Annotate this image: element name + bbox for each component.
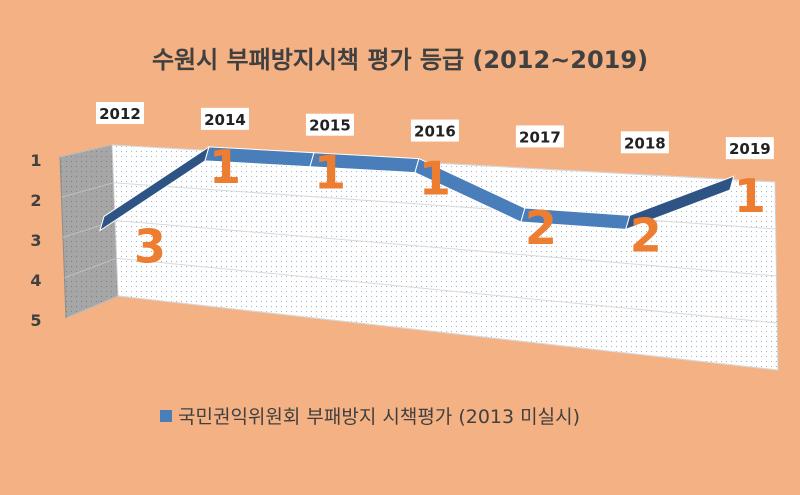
- category-label-box: [305, 113, 354, 136]
- category-label: 2018: [624, 134, 666, 152]
- category-label: 2014: [204, 111, 246, 129]
- data-label: 1: [419, 152, 451, 206]
- y-tick-label: 5: [30, 311, 41, 330]
- legend: 국민권익위원회 부패방지 시책평가 (2013 미실시): [160, 402, 580, 429]
- y-tick-label: 1: [30, 151, 41, 170]
- side-gridline: [65, 295, 119, 319]
- category-label-box: [725, 137, 774, 160]
- gridline: [113, 182, 776, 230]
- y-tick-label: 2: [30, 191, 41, 210]
- data-label: 1: [209, 140, 241, 194]
- gridline: [114, 220, 777, 277]
- legend-swatch: [160, 409, 172, 422]
- chart-title: 수원시 부패방지시책 평가 등급 (2012~2019): [151, 46, 649, 74]
- category-label-box: [515, 125, 564, 148]
- category-label: 2017: [519, 128, 561, 146]
- category-label: 2015: [309, 117, 351, 135]
- y-tick-label: 3: [30, 231, 41, 250]
- category-label: 2012: [99, 105, 141, 123]
- side-gridline: [61, 182, 114, 198]
- category-label: 2019: [729, 140, 771, 158]
- side-gridline: [59, 144, 113, 158]
- category-label-box: [410, 119, 459, 142]
- category-label-box: [96, 102, 144, 124]
- series-segment: [625, 175, 735, 231]
- data-label: 1: [734, 169, 766, 223]
- legend-label: 국민권익위원회 부패방지 시책평가 (2013 미실시): [178, 406, 580, 428]
- category-label-box: [200, 107, 249, 130]
- data-label: 3: [134, 220, 166, 274]
- data-label: 2: [630, 208, 662, 262]
- gridline: [116, 257, 778, 324]
- category-label-box: [620, 131, 669, 154]
- data-label: 2: [525, 201, 557, 255]
- y-tick-label: 4: [30, 271, 41, 290]
- side-gridline: [64, 257, 117, 279]
- gridline: [117, 295, 779, 371]
- side-wall: [59, 144, 119, 319]
- data-label: 1: [314, 146, 346, 200]
- category-label: 2016: [414, 123, 456, 141]
